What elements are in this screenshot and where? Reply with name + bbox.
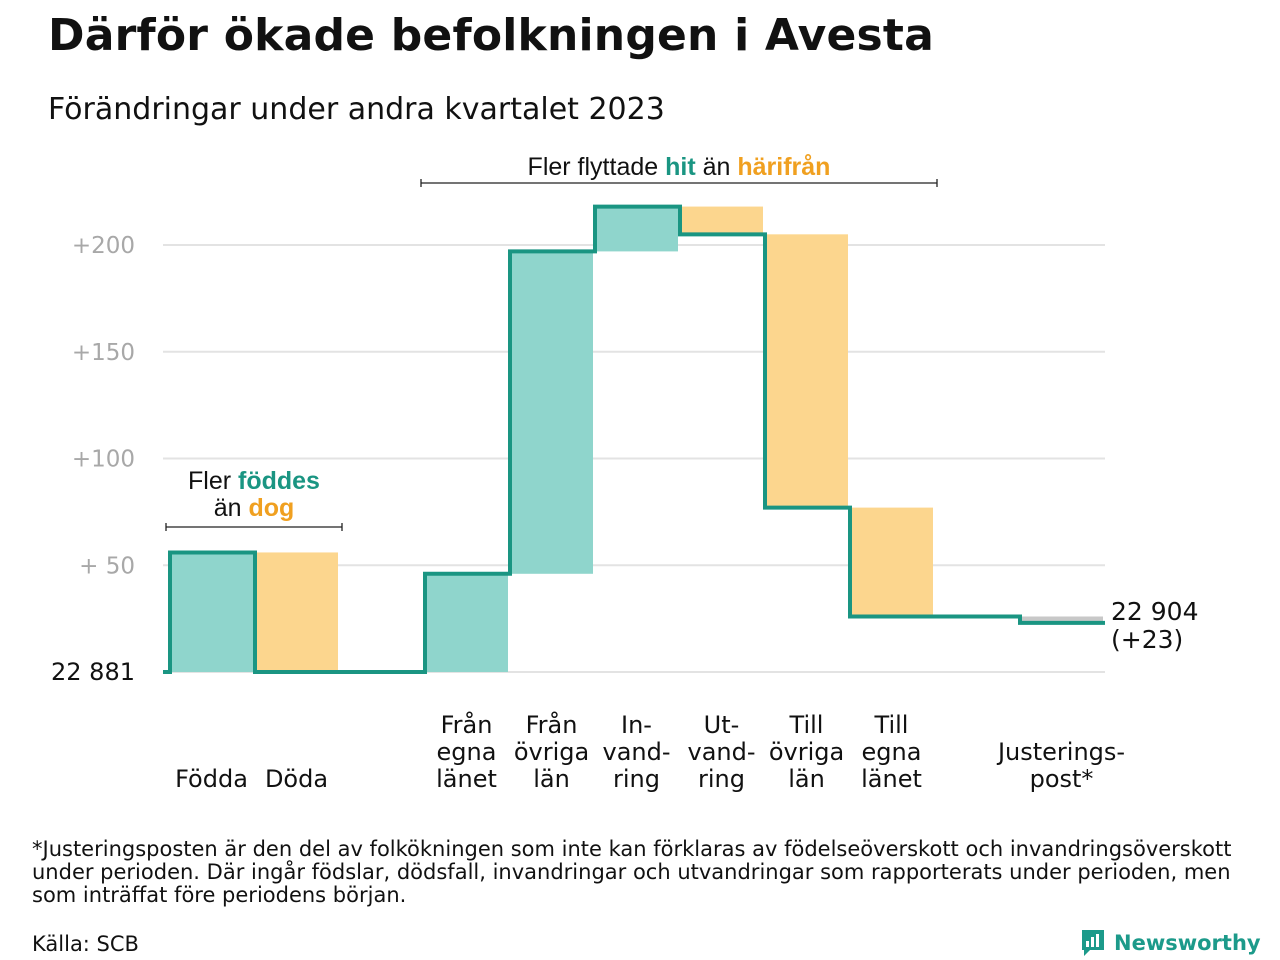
x-tick-label-line: Till [874, 711, 909, 739]
end-value-label-line: (+23) [1111, 625, 1183, 654]
annotation-segment: än [214, 494, 249, 522]
annotation-segment: Fler [188, 467, 238, 495]
step-line [163, 204, 1105, 674]
annotation-text: Fler föddes [188, 467, 320, 495]
x-tick-label-line: ring [613, 765, 660, 793]
newsworthy-logo-text: Newsworthy [1114, 931, 1261, 955]
x-tick-label: Döda [265, 765, 328, 793]
x-tick-label-line: vand- [687, 738, 755, 766]
x-tick-label: Till övriga län [769, 711, 844, 793]
x-tick-label-line: In- [621, 711, 652, 739]
x-tick-label-line: post* [1030, 765, 1094, 793]
x-tick-label-line: Till [789, 711, 824, 739]
x-tick-label-line: Födda [175, 765, 248, 793]
x-tick-label: Födda [175, 765, 248, 793]
y-tick-label: +200 [72, 233, 135, 259]
bar [765, 234, 848, 508]
y-tick-labels: + 50 +100 +150 +200 22 881 [51, 233, 135, 686]
bar [170, 552, 253, 672]
x-tick-label: In-vand-ring [602, 711, 670, 793]
annotation-segment: än [696, 153, 738, 181]
bar [255, 552, 338, 672]
end-value-label: 22 904 (+23) [1111, 597, 1198, 654]
x-tick-label-line: vand- [602, 738, 670, 766]
x-tick-label-line: Från [441, 710, 493, 739]
x-tick-label-line: övriga [769, 738, 844, 766]
x-tick-label-line: Ut- [704, 711, 740, 739]
x-tick-label-line: övriga [514, 738, 589, 766]
cumulative-step-line [163, 204, 1105, 674]
x-tick-label-line: län [788, 765, 825, 793]
x-tick-label-line: egna [862, 738, 922, 766]
x-tick-label: Till egna länet [861, 711, 922, 793]
y-tick-label: +100 [72, 447, 135, 473]
annotation-segment: hit [665, 153, 696, 181]
x-tick-label-line: ring [698, 765, 745, 793]
annotation-segment: Fler flyttade [528, 153, 666, 181]
x-tick-label: Ut-vand-ring [687, 711, 755, 793]
y-tick-label: + 50 [79, 553, 135, 579]
end-value-label-line: 22 904 [1111, 597, 1198, 626]
bar [850, 507, 933, 617]
x-tick-label-line: länet [436, 765, 497, 793]
x-tick-label: Från egna länet [436, 710, 497, 793]
bar [510, 251, 593, 574]
annotation-text: än dog [214, 494, 295, 522]
x-tick-label-line: egna [437, 738, 497, 766]
bar [1020, 616, 1103, 623]
bars [170, 206, 1103, 672]
chart-title: Därför ökade befolkningen i Avesta [48, 10, 935, 61]
y-tick-label: +150 [72, 340, 135, 366]
newsworthy-logo[interactable]: Newsworthy [1080, 928, 1261, 958]
annotation-segment: föddes [238, 467, 320, 495]
x-tick-label-line: Döda [265, 765, 328, 793]
x-tick-label: Från övriga län [514, 710, 589, 793]
source-note: Källa: SCB [32, 932, 139, 956]
bar [425, 573, 508, 672]
start-value-label: 22 881 [51, 658, 135, 686]
chart-subtitle: Förändringar under andra kvartalet 2023 [48, 92, 665, 127]
x-tick-label: Justerings-post* [996, 738, 1125, 793]
annotation-segment: dog [248, 494, 294, 522]
footnote: *Justeringsposten är den del av folkökni… [32, 837, 1232, 907]
bar [595, 206, 678, 252]
end-label: 22 904 (+23) [1111, 597, 1198, 654]
x-tick-label-line: Från [526, 710, 578, 739]
annotation-text: Fler flyttade hit än härifrån [528, 153, 831, 181]
x-tick-label-line: län [533, 765, 570, 793]
newsworthy-logo-icon [1082, 930, 1104, 956]
x-tick-label-line: länet [861, 765, 922, 793]
x-tick-label-line: Justerings- [996, 738, 1125, 766]
bar [680, 206, 763, 235]
annotation-segment: härifrån [737, 153, 830, 181]
